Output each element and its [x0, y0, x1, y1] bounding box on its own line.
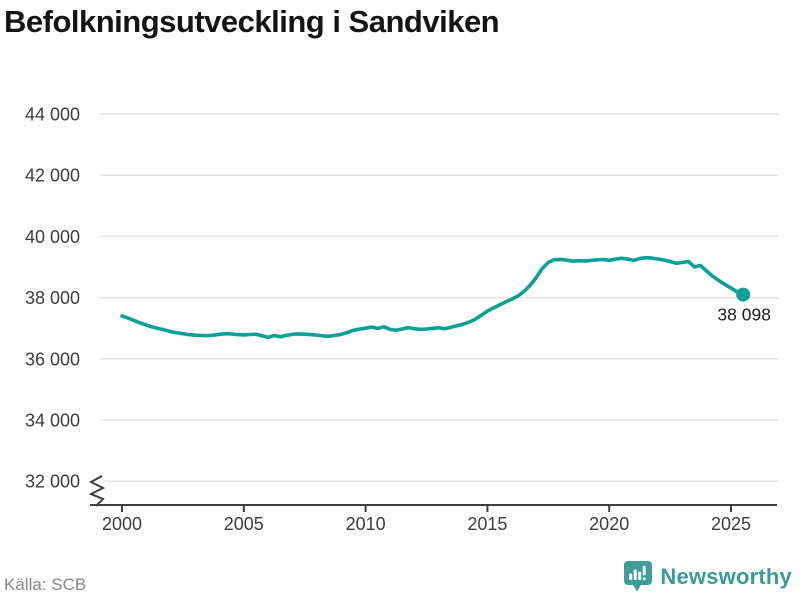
newsworthy-logo[interactable]: Newsworthy: [623, 560, 792, 593]
source-caption: Källa: SCB: [4, 575, 87, 594]
newsworthy-wordmark: Newsworthy: [660, 563, 792, 589]
y-tick-label: 32 000: [25, 472, 80, 492]
x-tick-label: 2000: [102, 514, 142, 534]
y-tick-label: 36 000: [25, 349, 80, 369]
y-tick-label: 38 000: [25, 288, 80, 308]
y-tick-label: 42 000: [25, 166, 80, 186]
x-tick-label: 2020: [589, 514, 629, 534]
chart-title: Befolkningsutveckling i Sandviken: [4, 4, 500, 39]
y-tick-label: 34 000: [25, 411, 80, 431]
newsworthy-bubble-chart-icon: [624, 561, 653, 592]
x-tick-label: 2010: [346, 514, 386, 534]
x-tick-label: 2015: [467, 514, 507, 534]
x-tick-label: 2005: [224, 514, 264, 534]
y-axis-break-zigzag: [88, 475, 106, 507]
population-line: [120, 255, 745, 340]
x-tick-label: 2025: [711, 514, 751, 534]
y-tick-label: 44 000: [25, 105, 80, 125]
end-value-label: 38 098: [717, 305, 771, 325]
end-point-marker: [736, 287, 751, 302]
y-tick-label: 40 000: [25, 227, 80, 247]
